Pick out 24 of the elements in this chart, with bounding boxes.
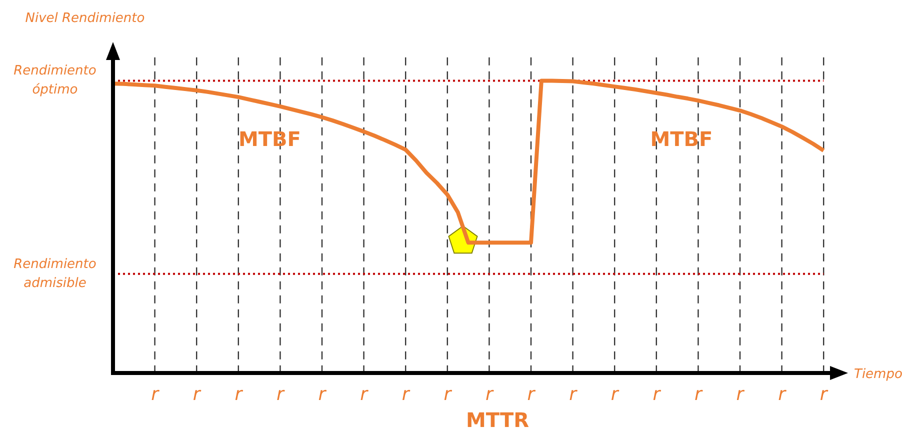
x-tick-label: r — [360, 384, 370, 405]
annotation: MTBF — [238, 127, 301, 152]
ref-line-label: Rendimiento admisible — [14, 256, 96, 291]
x-tick-label: r — [151, 384, 160, 405]
x-tick-label: r — [527, 384, 536, 405]
x-tick-label: r — [276, 384, 286, 405]
x-tick-label: r — [694, 384, 704, 405]
x-tick-label: r — [485, 384, 494, 405]
annotation: MTBF — [650, 127, 713, 152]
text: MTTR — [466, 408, 530, 428]
x-tick-label: r — [444, 384, 453, 405]
x-tick-label: r — [569, 384, 578, 405]
x-tick-label: r — [234, 384, 244, 405]
x-tick-label: r — [318, 384, 328, 405]
x-axis-title: Tiempo — [854, 367, 902, 382]
x-tick-label: r — [652, 384, 662, 405]
x-tick-label: r — [610, 384, 620, 405]
x-tick-label: r — [736, 384, 746, 405]
ref-line-label: Rendimiento óptimo — [14, 64, 96, 98]
x-tick-label: r — [192, 384, 202, 405]
y-axis-title: Nivel Rendimiento — [25, 11, 145, 26]
x-tick-label: r — [820, 384, 829, 405]
x-tick-label: r — [402, 384, 411, 405]
x-tick-label: r — [778, 384, 788, 405]
